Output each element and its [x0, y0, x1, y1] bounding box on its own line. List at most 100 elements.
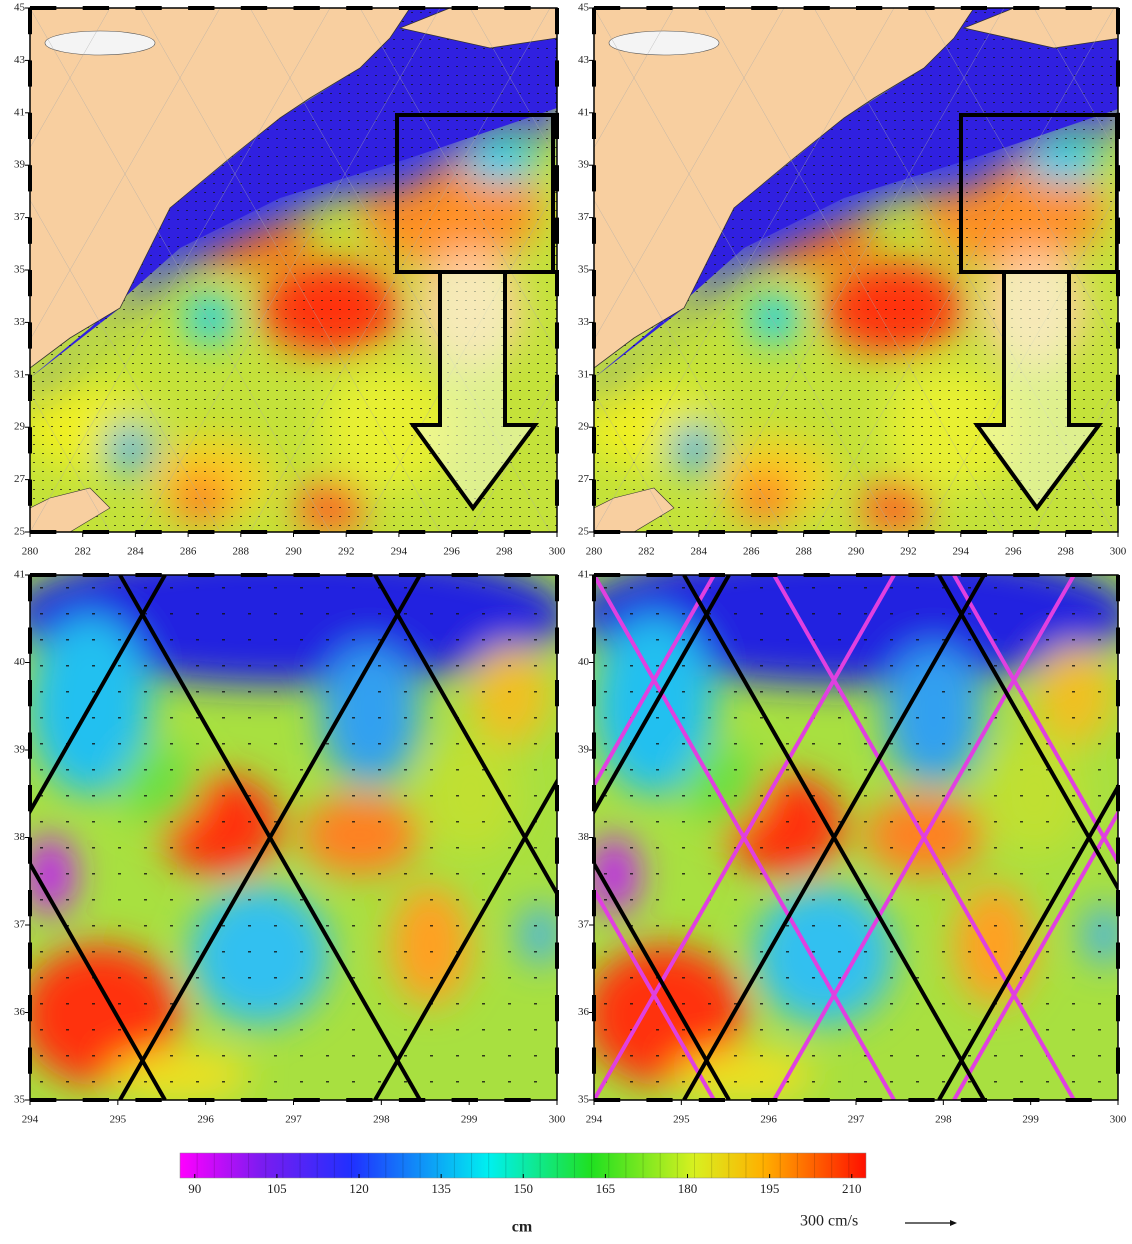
frame-bar — [1013, 6, 1039, 10]
frame-bar — [555, 943, 559, 969]
frame-bar — [294, 1098, 320, 1102]
y-tick-label: 45 — [14, 2, 26, 14]
x-tick-label: 280 — [586, 546, 603, 558]
frame-bar — [1116, 375, 1120, 401]
frame-bar — [1116, 575, 1120, 601]
frame-bar — [28, 890, 32, 916]
x-tick-label: 296 — [443, 546, 460, 558]
frame-bar — [83, 1098, 109, 1102]
y-tick-label: 40 — [578, 656, 590, 668]
x-tick-label: 284 — [691, 546, 708, 558]
frame-bar — [28, 375, 32, 401]
frame-bar — [1013, 1098, 1039, 1102]
frame-bar — [452, 530, 478, 534]
frame-bar — [856, 6, 882, 10]
frame-bar — [804, 6, 830, 10]
frame-bar — [28, 60, 32, 86]
frame-bar — [699, 530, 725, 534]
frame-bar — [555, 113, 559, 139]
x-tick-label: 294 — [586, 1114, 603, 1126]
frame-bar — [961, 1098, 987, 1102]
frame-bar — [592, 1048, 596, 1074]
frame-bar — [1013, 573, 1039, 577]
frame-bar — [135, 1098, 161, 1102]
y-tick-label: 33 — [14, 316, 26, 328]
frame-bar — [594, 6, 620, 10]
y-tick-label: 36 — [578, 1006, 590, 1018]
x-tick-label: 300 — [549, 546, 566, 558]
frame-bar — [1116, 890, 1120, 916]
frame-bar — [1116, 480, 1120, 506]
y-tick-label: 31 — [14, 368, 25, 380]
x-tick-label: 295 — [110, 1114, 127, 1126]
colorbar-tick-label: 90 — [188, 1181, 201, 1196]
frame-bar — [346, 530, 372, 534]
frame-bar — [1116, 838, 1120, 864]
frame-bar — [1116, 322, 1120, 348]
frame-bar — [646, 6, 672, 10]
x-tick-label: 299 — [461, 1114, 478, 1126]
x-tick-label: 297 — [285, 1114, 302, 1126]
colorbar-tick-label: 180 — [678, 1181, 698, 1196]
frame-bar — [83, 530, 109, 534]
colorbar-tick-label: 105 — [267, 1181, 287, 1196]
y-tick-label: 25 — [578, 526, 590, 538]
frame-bar — [646, 530, 672, 534]
frame-bar — [188, 530, 214, 534]
frame-bar — [592, 270, 596, 296]
y-tick-label: 36 — [14, 1006, 26, 1018]
frame-bar — [555, 322, 559, 348]
frame-bar — [452, 573, 478, 577]
colorbar-tick-label: 165 — [596, 1181, 616, 1196]
frame-bar — [646, 1098, 672, 1102]
frame-bar — [504, 573, 530, 577]
frame-bar — [241, 6, 267, 10]
x-tick-label: 300 — [1110, 546, 1127, 558]
vectors — [594, 575, 1118, 1100]
frame-bar — [751, 1098, 777, 1102]
frame-bar — [1116, 8, 1120, 34]
x-tick-label: 298 — [373, 1114, 390, 1126]
figure: cm 300 cm/s 2802822842862882902922942962… — [0, 0, 1132, 1239]
frame-bar — [555, 785, 559, 811]
x-tick-label: 286 — [743, 546, 760, 558]
frame-bar — [592, 165, 596, 191]
frame-bar — [592, 838, 596, 864]
y-tick-label: 45 — [578, 2, 590, 14]
frame-bar — [28, 628, 32, 654]
frame-bar — [241, 573, 267, 577]
frame-bar — [592, 785, 596, 811]
y-tick-label: 37 — [578, 211, 590, 223]
colorbar-tick-label: 150 — [514, 1181, 534, 1196]
x-tick-label: 292 — [900, 546, 917, 558]
frame-bar — [908, 6, 934, 10]
frame-bar — [28, 1048, 32, 1074]
y-tick-label: 43 — [578, 54, 590, 66]
frame-bar — [28, 480, 32, 506]
frame-bar — [1116, 113, 1120, 139]
frame-bar — [699, 1098, 725, 1102]
x-tick-label: 290 — [848, 546, 865, 558]
x-tick-label: 284 — [127, 546, 144, 558]
frame-bar — [30, 530, 56, 534]
x-tick-label: 296 — [760, 1114, 777, 1126]
frame-bar — [30, 6, 56, 10]
x-tick-label: 298 — [1057, 546, 1074, 558]
frame-bar — [555, 575, 559, 601]
x-tick-label: 294 — [391, 546, 408, 558]
lake — [609, 31, 719, 55]
frame-bar — [594, 530, 620, 534]
frame-bar — [592, 322, 596, 348]
frame-bar — [28, 838, 32, 864]
y-tick-label: 35 — [578, 1094, 590, 1106]
frame-bar — [1116, 995, 1120, 1021]
frame-bar — [961, 6, 987, 10]
frame-bar — [804, 530, 830, 534]
frame-bar — [188, 6, 214, 10]
y-tick-label: 39 — [578, 159, 590, 171]
x-tick-label: 280 — [22, 546, 39, 558]
frame-bar — [594, 1098, 620, 1102]
colorbar-tick-label: 135 — [431, 1181, 451, 1196]
x-tick-label: 288 — [233, 546, 250, 558]
frame-bar — [1116, 165, 1120, 191]
